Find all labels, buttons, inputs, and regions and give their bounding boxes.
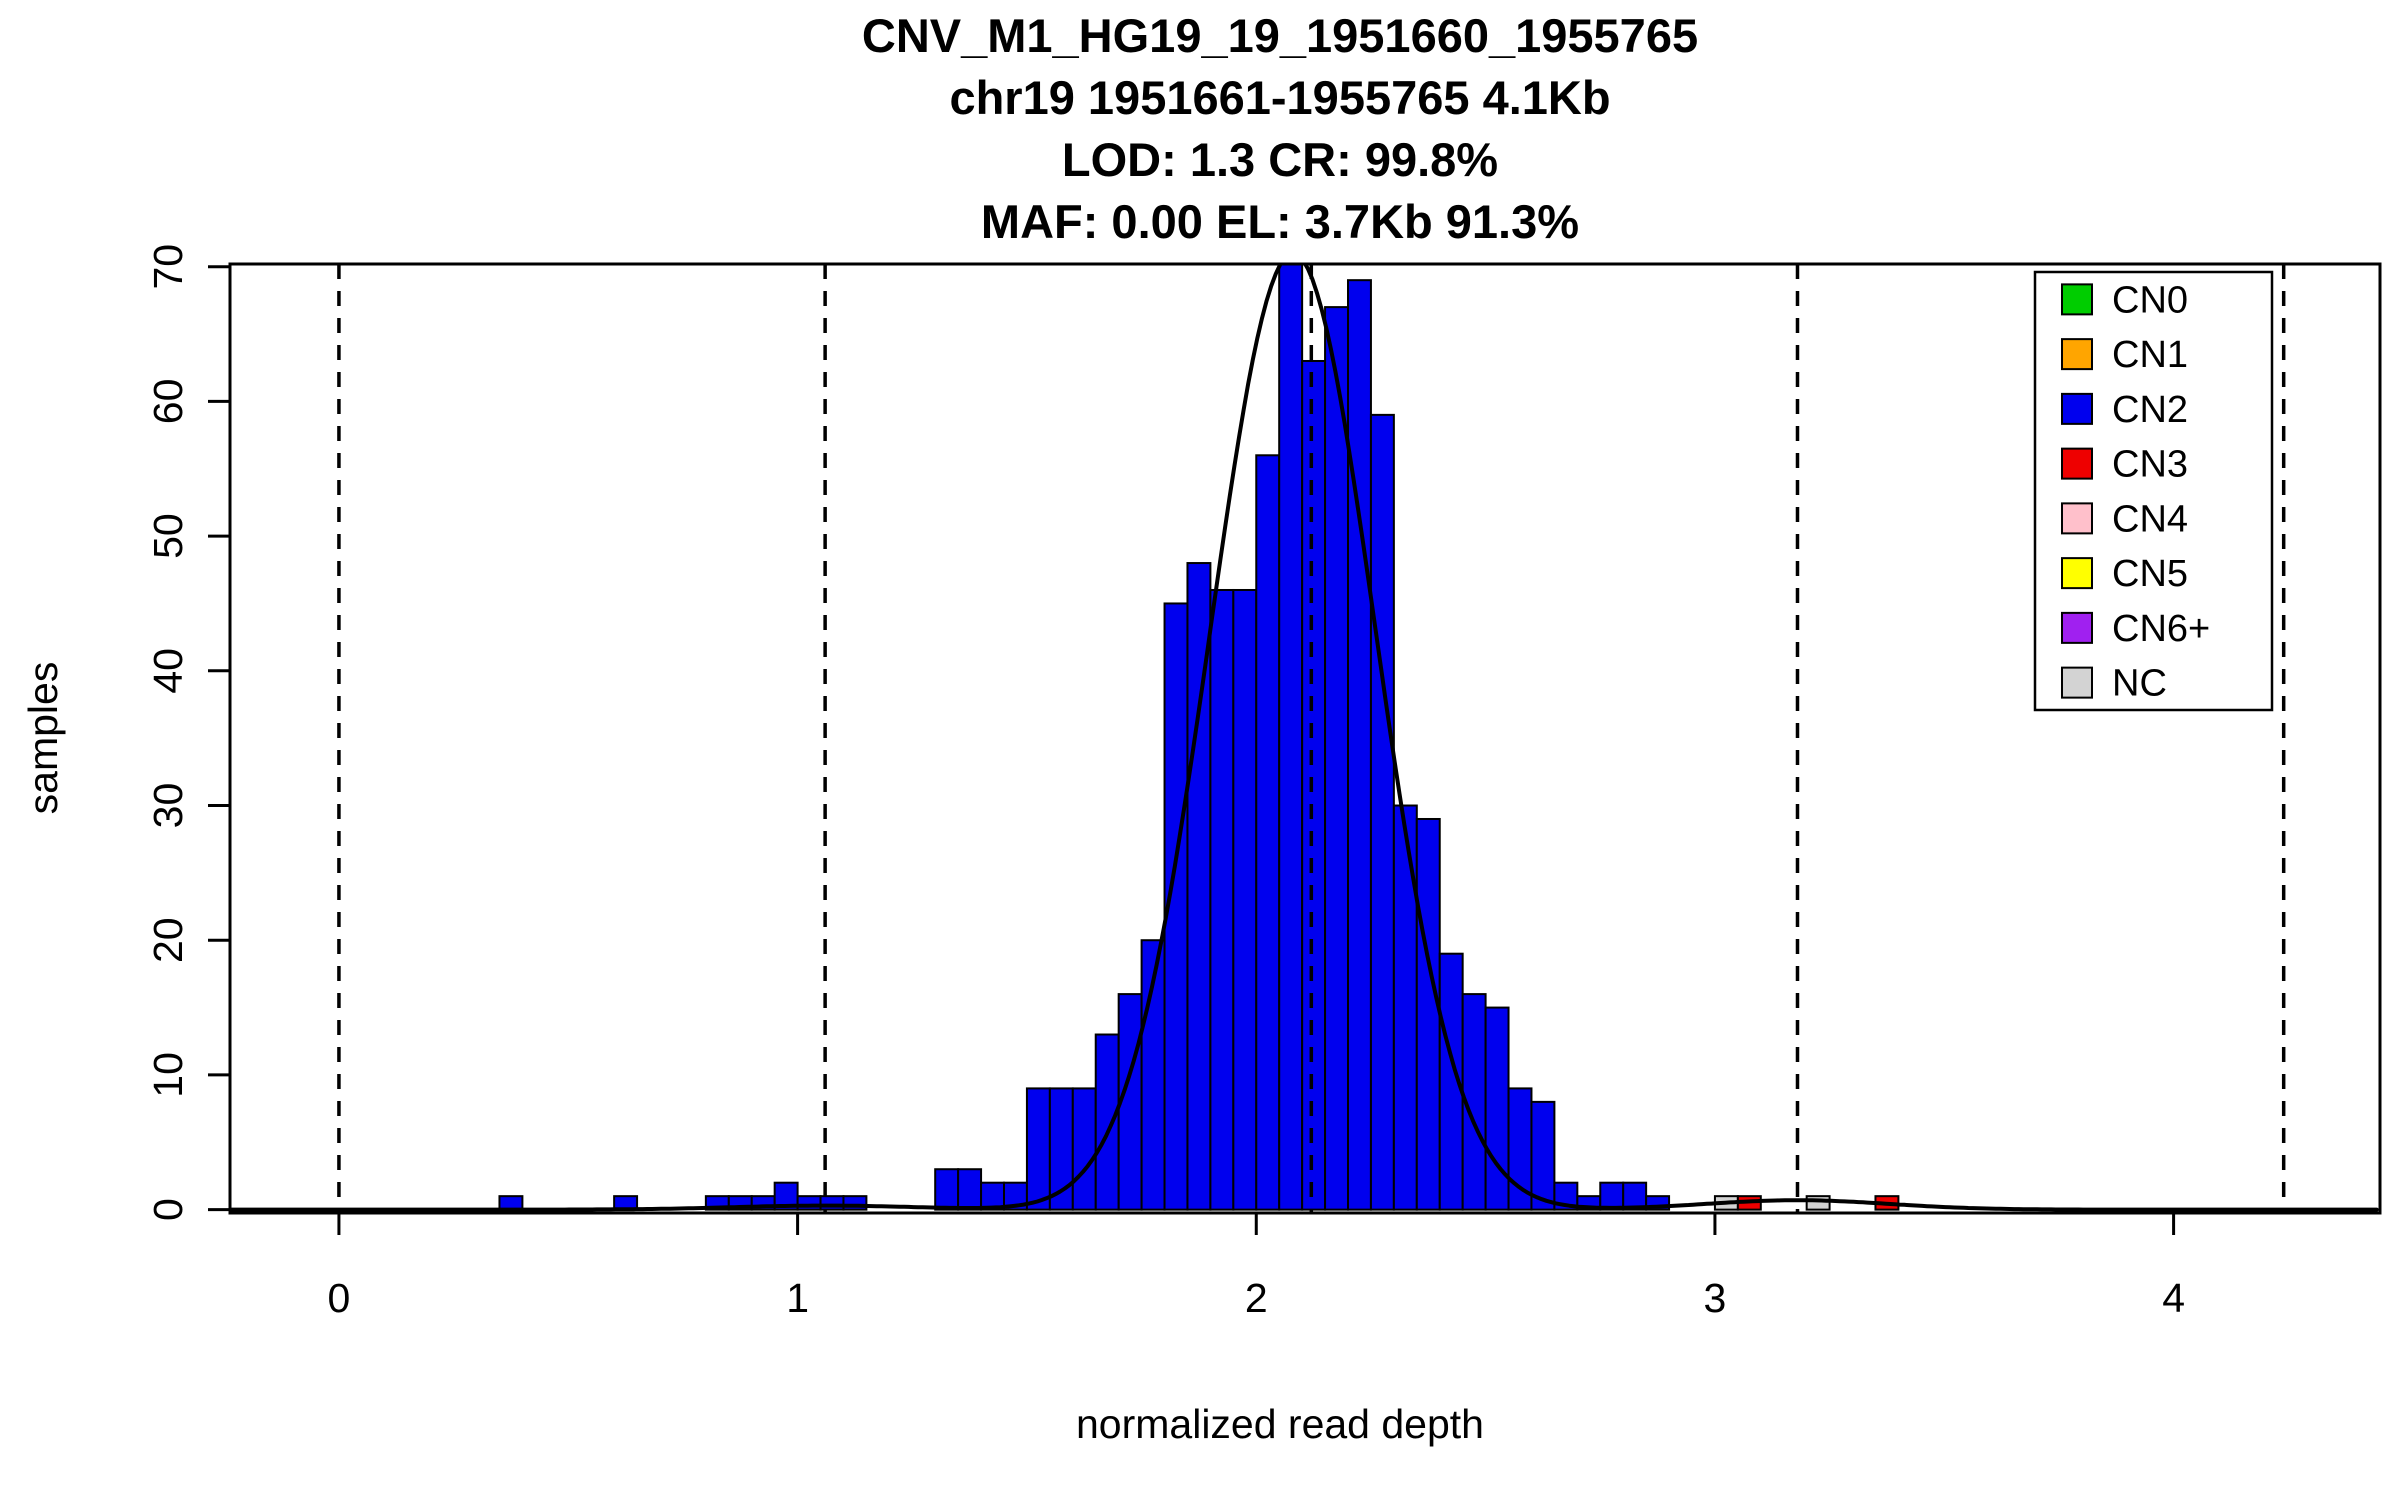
legend-swatch-CN6+ [2061,611,2093,644]
legend: CN0 CN1 CN2 CN3 CN4 CN5 CN6+ NC [2033,270,2274,712]
y-tick-label: 70 [145,244,191,290]
legend-swatch-CN0 [2061,283,2093,316]
cn-boundary-lines-layer [337,264,2286,1213]
fit-curve-layer [230,264,2379,1212]
hist-bar-CN2 [1209,588,1235,1211]
hist-bar-CN2 [1025,1087,1051,1211]
hist-bar-CN2 [1392,804,1418,1211]
legend-swatch-NC [2061,666,2093,699]
legend-label-CN0: CN0 [2112,279,2188,321]
legend-swatch-CN2 [2061,392,2093,425]
hist-bar-CN2 [1599,1181,1625,1211]
chart-title-line-2: chr19 1951661-1955765 4.1Kb [949,71,1610,124]
fit-curve [230,264,2379,1212]
hist-bar-CN2 [1278,264,1304,1211]
x-tick-label: 3 [1704,1275,1727,1321]
x-tick-label: 0 [328,1275,351,1321]
hist-bar-CN2 [1484,1006,1510,1211]
y-tick-label: 0 [145,1198,191,1221]
hist-bar-CN2 [1369,413,1395,1211]
hist-bar-CN2 [957,1168,983,1211]
chart-title-line-3: LOD: 1.3 CR: 99.8% [1062,133,1498,186]
y-tick-label: 40 [145,648,191,694]
legend-swatch-CN4 [2061,502,2093,535]
chart-title-line-1: CNV_M1_HG19_19_1951660_1955765 [862,9,1698,62]
legend-label-CN6+: CN6+ [2112,608,2210,650]
legend-label-CN1: CN1 [2112,334,2188,376]
plot-border [228,262,2382,1215]
hist-bar-CN2 [1301,359,1327,1211]
hist-bar-CN2 [1232,588,1258,1211]
hist-bar-CN2 [934,1168,960,1211]
y-tick-label: 30 [145,783,191,829]
hist-bar-CN2 [1347,279,1372,1211]
hist-bar-CN2 [1094,1033,1120,1211]
x-axis-label: normalized read depth [1076,1401,1484,1447]
legend-label-CN3: CN3 [2112,444,2188,486]
histogram-bars-layer [498,264,1900,1211]
hist-bar-CN2 [1255,454,1281,1211]
legend-label-NC: NC [2112,663,2167,705]
y-tick-label: 60 [145,379,191,425]
y-tick-label: 20 [145,917,191,963]
hist-bar-CN2 [1324,306,1349,1211]
x-tick-label: 4 [2162,1275,2185,1321]
legend-label-CN4: CN4 [2112,498,2188,540]
y-tick-label: 50 [145,513,191,559]
legend-swatch-CN1 [2061,338,2093,371]
y-tick-label: 10 [145,1052,191,1098]
legend-swatch-CN3 [2061,447,2093,480]
chart-title-line-4: MAF: 0.00 EL: 3.7Kb 91.3% [981,195,1579,248]
hist-bar-CN2 [1415,817,1441,1211]
legend-label-CN5: CN5 [2112,553,2188,595]
hist-bar-NC [1805,1195,1831,1211]
hist-bar-CN2 [819,1195,845,1211]
x-tick-label: 1 [786,1275,809,1321]
hist-bar-CN2 [1071,1087,1097,1211]
y-axis-label: samples [20,662,66,815]
legend-label-CN2: CN2 [2112,389,2188,431]
legend-swatch-CN5 [2061,557,2093,590]
hist-bar-CN2 [1530,1100,1556,1211]
x-tick-label: 2 [1245,1275,1268,1321]
